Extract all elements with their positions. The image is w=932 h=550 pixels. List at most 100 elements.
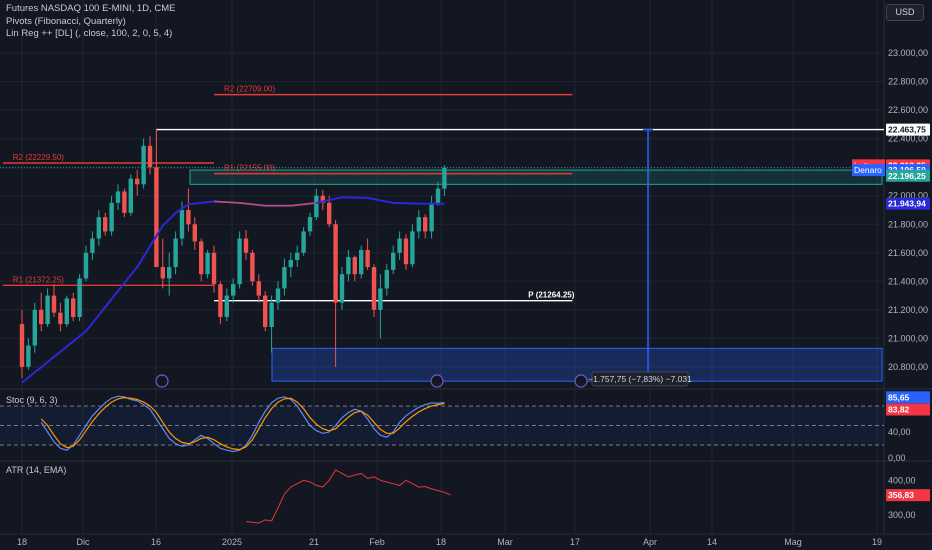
price-tick-label: 21.200,00 bbox=[888, 305, 928, 315]
candle-body bbox=[397, 238, 402, 253]
x-tick-label: 18 bbox=[17, 537, 27, 547]
candle-body bbox=[403, 238, 409, 265]
x-tick-label: 19 bbox=[872, 537, 882, 547]
candle-body bbox=[320, 195, 325, 203]
candle-body bbox=[327, 202, 332, 225]
candle-body bbox=[32, 309, 37, 346]
price-tick-label: 23.000,00 bbox=[888, 48, 928, 58]
candle-body bbox=[64, 298, 69, 325]
price-axis-label-box bbox=[886, 123, 930, 136]
stoch-tick-label: 40,00 bbox=[888, 427, 911, 437]
x-tick-label: 21 bbox=[309, 537, 319, 547]
candle-body bbox=[378, 288, 383, 310]
x-tick-label: Apr bbox=[643, 537, 657, 547]
candle-body bbox=[237, 238, 242, 285]
candle-body bbox=[391, 252, 396, 270]
candle-body bbox=[282, 267, 287, 289]
pivot-label: R2 (22229.50) bbox=[13, 153, 64, 162]
candle-body bbox=[314, 195, 319, 218]
measure-label-box bbox=[591, 371, 689, 387]
pivot-label: R1 (21372.25) bbox=[13, 275, 64, 284]
currency-button[interactable]: USD bbox=[886, 4, 924, 21]
candle-body bbox=[192, 224, 197, 242]
price-axis-label: 21.943,94 bbox=[888, 199, 926, 209]
x-tick-label: Feb bbox=[369, 537, 385, 547]
candle-body bbox=[231, 284, 236, 296]
x-tick-label: 17 bbox=[570, 537, 580, 547]
symbol-legend[interactable]: Futures NASDAQ 100 E-MINI, 1D, CME bbox=[6, 3, 176, 14]
candle-body bbox=[339, 274, 345, 303]
price-tick-label: 20.800,00 bbox=[888, 362, 928, 372]
support-zone bbox=[271, 347, 883, 382]
x-tick-label: Dic bbox=[77, 537, 90, 547]
candle-body bbox=[115, 191, 121, 203]
candle-body bbox=[359, 249, 364, 275]
candle-body bbox=[263, 295, 268, 327]
pivot-label: P (21264.25) bbox=[528, 291, 574, 300]
price-tick-label: 21.400,00 bbox=[888, 276, 928, 286]
candle-body bbox=[301, 231, 306, 253]
candle-body bbox=[179, 210, 185, 239]
candle-body bbox=[45, 295, 50, 325]
flash-icon bbox=[430, 374, 444, 388]
candle-body bbox=[346, 257, 351, 275]
candle-body bbox=[19, 324, 25, 367]
linreg-legend[interactable]: Lin Reg ++ [DL] (, close, 100, 2, 0, 5, … bbox=[6, 28, 173, 39]
candle-body bbox=[109, 202, 114, 232]
atr-series bbox=[245, 469, 452, 524]
candle-body bbox=[333, 224, 338, 303]
atr-tick-label: 300,00 bbox=[888, 510, 916, 520]
stoch-axis-label-box bbox=[886, 403, 930, 416]
x-tick-label: Mar bbox=[497, 537, 513, 547]
candle-body bbox=[371, 267, 377, 310]
candle-body bbox=[186, 210, 191, 225]
atr-tick-label: 400,00 bbox=[888, 475, 916, 485]
candle-body bbox=[77, 278, 82, 317]
candle-body bbox=[167, 267, 172, 279]
candle-body bbox=[410, 231, 415, 265]
price-tick-label: 22.000,00 bbox=[888, 191, 928, 201]
price-tick-label: 21.800,00 bbox=[888, 219, 928, 229]
candle-body bbox=[307, 217, 313, 232]
candle-body bbox=[128, 178, 133, 213]
price-tick-label: 22.600,00 bbox=[888, 105, 928, 115]
candle-body bbox=[39, 309, 44, 325]
candle-body bbox=[173, 238, 178, 268]
x-tick-label: 2025 bbox=[222, 537, 242, 547]
price-axis-label: 22.196,25 bbox=[888, 171, 926, 181]
candle-body bbox=[416, 217, 421, 232]
atr-axis-label-box bbox=[886, 489, 930, 502]
candle-body bbox=[83, 252, 89, 279]
dividend-icon bbox=[155, 374, 169, 388]
candle-body bbox=[141, 145, 146, 185]
stoch-axis-label-box bbox=[886, 391, 930, 404]
candle-body bbox=[71, 298, 76, 317]
candle-body bbox=[435, 188, 441, 203]
linreg-deviation-line bbox=[213, 200, 317, 207]
dividend-icon bbox=[574, 374, 588, 388]
price-axis-label-box bbox=[886, 169, 930, 182]
candle-body bbox=[250, 252, 255, 282]
x-tick-label: 14 bbox=[707, 537, 717, 547]
candle-body bbox=[295, 252, 300, 260]
stoch-series-1 bbox=[40, 396, 445, 451]
candle-body bbox=[269, 302, 274, 327]
x-tick-label: Mag bbox=[784, 537, 802, 547]
price-tick-label: 21.600,00 bbox=[888, 248, 928, 258]
candle-body bbox=[224, 295, 229, 317]
candle-body bbox=[135, 178, 140, 185]
candle-body bbox=[51, 295, 57, 313]
candle-body bbox=[147, 145, 153, 168]
price-tick-label: 21.000,00 bbox=[888, 333, 928, 343]
price-tick-label: 22.400,00 bbox=[888, 134, 928, 144]
candle-body bbox=[96, 217, 101, 239]
candle-body bbox=[218, 284, 223, 317]
candle-body bbox=[384, 269, 389, 289]
price-tag-box bbox=[852, 164, 885, 177]
measure-label: −1.757,75 (−7,83%) −7.031 bbox=[588, 374, 692, 384]
pivots-legend[interactable]: Pivots (Fibonacci, Quarterly) bbox=[6, 16, 126, 27]
candle-body bbox=[442, 167, 447, 189]
stoch-title: Stoc (9, 6, 3) bbox=[6, 395, 58, 405]
candle-body bbox=[429, 202, 434, 232]
